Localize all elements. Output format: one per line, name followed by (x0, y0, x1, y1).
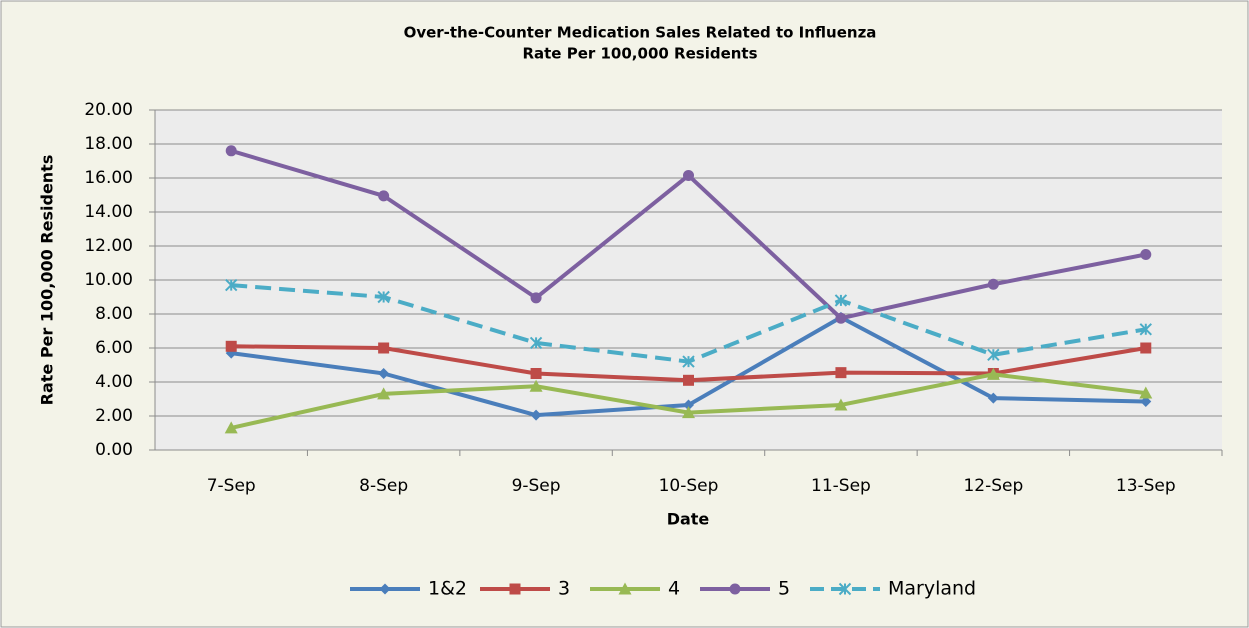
data-point (1140, 342, 1152, 354)
data-point (683, 169, 694, 181)
data-point (378, 368, 390, 379)
x-tick-label: 9-Sep (512, 476, 561, 496)
data-point (378, 342, 390, 354)
x-tick-label: 7-Sep (207, 476, 256, 496)
legend-label: 4 (668, 578, 680, 600)
data-point (225, 340, 237, 352)
data-point (683, 374, 694, 386)
data-point (224, 421, 238, 434)
data-point (987, 392, 999, 404)
y-tick-label: 2.00 (95, 406, 133, 426)
y-tick-label: 18.00 (84, 134, 133, 154)
y-tick-label: 4.00 (95, 372, 133, 392)
y-tick-label: 14.00 (84, 202, 133, 222)
data-point (986, 367, 1000, 380)
data-point (834, 398, 848, 411)
x-tick-label: 12-Sep (963, 476, 1023, 496)
chart-subtitle: Rate Per 100,000 Residents (522, 45, 757, 63)
legend-marker (618, 582, 632, 595)
legend-label: Maryland (888, 578, 976, 600)
y-tick-label: 16.00 (84, 168, 133, 188)
y-axis-label: Rate Per 100,000 Residents (38, 155, 57, 406)
data-point (225, 145, 237, 157)
y-tick-label: 0.00 (95, 440, 133, 460)
data-point (377, 290, 390, 304)
x-tick-label: 8-Sep (359, 476, 408, 496)
legend-label: 1&2 (428, 578, 467, 600)
data-point (682, 406, 695, 419)
data-point (529, 336, 543, 350)
data-point (683, 399, 694, 411)
data-point (1139, 323, 1152, 336)
x-tick-label: 10-Sep (659, 476, 719, 496)
data-point (835, 312, 847, 324)
legend-marker (509, 583, 521, 595)
x-tick-label: 13-Sep (1116, 476, 1176, 496)
data-point (834, 294, 848, 307)
data-point (530, 368, 542, 379)
data-point (987, 348, 1000, 362)
data-point (682, 355, 695, 368)
data-point (529, 379, 543, 392)
y-tick-label: 10.00 (84, 270, 133, 290)
x-tick-label: 11-Sep (811, 476, 871, 496)
data-point (530, 292, 542, 304)
legend-marker (838, 582, 852, 596)
data-point (987, 278, 999, 290)
legend-marker (379, 583, 391, 595)
legend-label: 5 (778, 578, 790, 600)
data-point (835, 367, 847, 379)
data-point (378, 190, 390, 202)
y-tick-label: 12.00 (84, 236, 133, 256)
chart-title: Over-the-Counter Medication Sales Relate… (404, 24, 877, 42)
y-tick-label: 20.00 (84, 100, 133, 120)
y-tick-label: 8.00 (95, 304, 133, 324)
legend-label: 3 (558, 578, 570, 600)
y-tick-label: 6.00 (95, 338, 133, 358)
data-point (530, 409, 542, 421)
data-point (225, 278, 238, 292)
data-point (1140, 249, 1152, 260)
legend-marker (729, 583, 741, 595)
x-axis-label: Date (667, 510, 710, 529)
data-point (1139, 386, 1153, 399)
data-point (1140, 396, 1152, 408)
data-point (377, 387, 391, 400)
